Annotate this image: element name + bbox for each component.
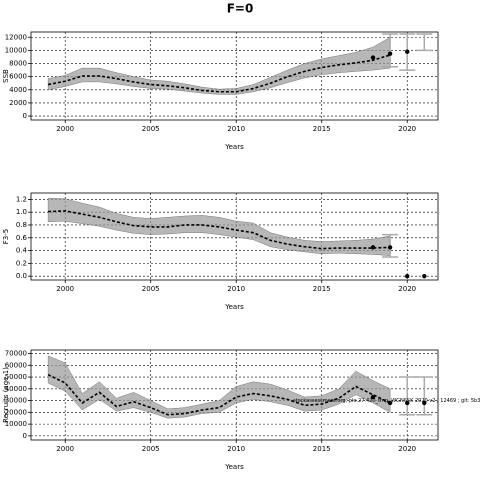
y-tick-label: 0.0 [16,272,27,280]
y-tick-label: 20000 [5,408,27,416]
y-tick-label: 70000 [5,350,27,358]
confidence-band [47,355,391,419]
y-tick-label: 0 [23,112,27,120]
x-tick-label: 2020 [398,285,416,293]
y-tick-label: 40000 [5,385,27,393]
x-tick-label: 2010 [227,445,245,453]
x-tick-label: 2005 [142,125,160,133]
y-tick-label: 12000 [5,33,27,41]
y-tick-label: 6000 [9,73,27,81]
forecast-point [405,400,410,406]
x-tick-label: 2020 [398,445,416,453]
y-tick-label: 30000 [5,397,27,405]
x-axis-label: Years [224,463,244,471]
forecast-point [405,273,410,279]
forecast-point [370,394,376,400]
y-tick-label: 4000 [9,86,27,94]
forecast-point [387,51,393,56]
plot-frame [30,192,439,281]
x-tick-label: 2020 [398,125,416,133]
plot-frame [30,31,439,121]
forecast-point [370,245,376,250]
x-tick-label: 2000 [56,125,74,133]
y-tick-label: 0.6 [16,234,28,242]
y-axis-label: Recruits (age 1) [2,367,10,423]
x-tick-label: 2010 [227,285,245,293]
confidence-band [47,36,391,95]
x-tick-label: 2015 [313,125,331,133]
forecast-point [387,245,393,250]
forecast-point [422,273,427,279]
forecast-point [370,55,376,60]
chart-title: F=0 [227,2,254,16]
x-tick-label: 2000 [56,285,74,293]
y-tick-label: 1.0 [16,208,27,216]
x-tick-label: 2015 [313,285,331,293]
x-tick-label: 2005 [142,285,160,293]
y-tick-label: 60000 [5,361,27,369]
estimate-line [48,210,391,250]
y-tick-label: 0.2 [16,259,27,267]
x-tick-label: 2015 [313,445,331,453]
y-tick-label: 2000 [9,99,27,107]
y-tick-label: 8000 [9,60,27,68]
y-tick-label: 0 [23,432,27,440]
x-tick-label: 2010 [227,125,245,133]
plot-frame [30,349,439,441]
forecast-point [422,400,427,406]
y-tick-label: 1.2 [16,195,27,203]
y-axis-label: F3-5 [2,229,10,244]
y-tick-label: 10000 [5,46,27,54]
y-tick-label: 0.8 [16,221,27,229]
y-axis-label: SSB [2,69,10,83]
x-tick-label: 2000 [56,445,74,453]
annotation: stockassessment.org, ple.27.420_tmp, WGN… [293,398,480,404]
y-tick-label: 10000 [5,420,27,428]
forecast-point [387,400,393,406]
x-tick-label: 2005 [142,445,160,453]
forecast-point [405,49,410,54]
x-axis-label: Years [224,143,244,151]
estimate-line [47,373,391,416]
x-axis-label: Years [224,303,244,311]
y-tick-label: 0.4 [16,247,28,255]
estimate-line [47,54,391,93]
y-tick-label: 50000 [5,373,27,381]
